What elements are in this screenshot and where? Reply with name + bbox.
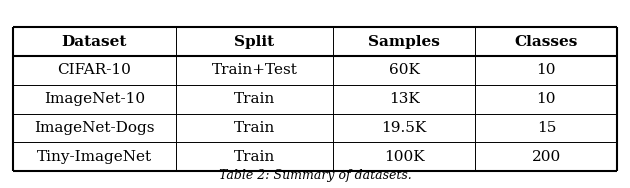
Text: Train: Train bbox=[234, 150, 275, 164]
Text: Samples: Samples bbox=[369, 35, 440, 49]
Text: 60K: 60K bbox=[389, 63, 420, 77]
Text: 200: 200 bbox=[532, 150, 561, 164]
Text: Table 2: Summary of datasets.: Table 2: Summary of datasets. bbox=[219, 169, 411, 182]
Text: 10: 10 bbox=[537, 63, 556, 77]
Text: Classes: Classes bbox=[515, 35, 578, 49]
Text: ImageNet-Dogs: ImageNet-Dogs bbox=[34, 121, 154, 135]
Text: 19.5K: 19.5K bbox=[382, 121, 427, 135]
Text: 13K: 13K bbox=[389, 92, 420, 106]
Text: Train: Train bbox=[234, 92, 275, 106]
Text: ImageNet-10: ImageNet-10 bbox=[43, 92, 145, 106]
Text: 100K: 100K bbox=[384, 150, 425, 164]
Text: 15: 15 bbox=[537, 121, 556, 135]
Text: Tiny-ImageNet: Tiny-ImageNet bbox=[37, 150, 152, 164]
Text: Dataset: Dataset bbox=[62, 35, 127, 49]
Text: Train: Train bbox=[234, 121, 275, 135]
Text: CIFAR-10: CIFAR-10 bbox=[57, 63, 131, 77]
Text: Train+Test: Train+Test bbox=[212, 63, 297, 77]
Text: 10: 10 bbox=[537, 92, 556, 106]
Text: Split: Split bbox=[234, 35, 275, 49]
